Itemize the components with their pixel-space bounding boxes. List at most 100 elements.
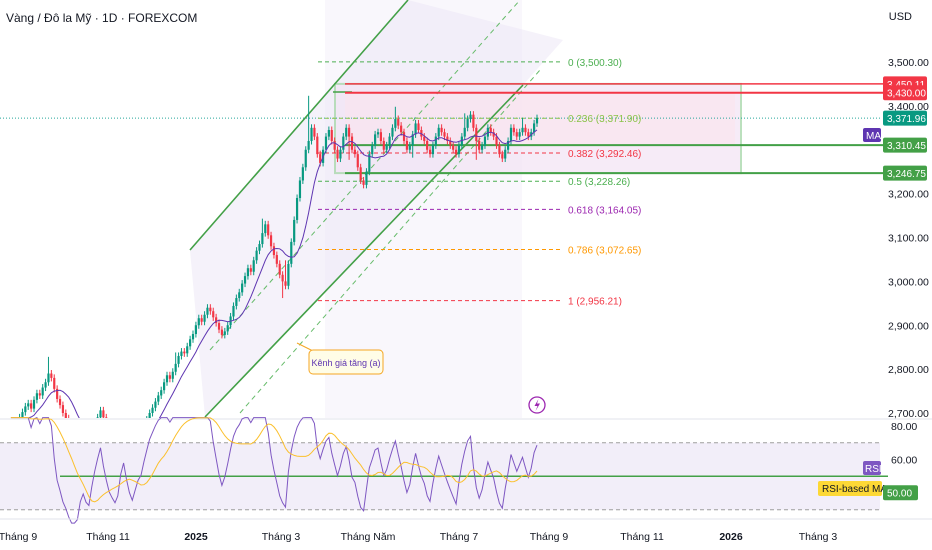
candle-body bbox=[238, 292, 241, 299]
candle-body bbox=[521, 127, 524, 133]
candle-body bbox=[423, 136, 426, 141]
channel-mid-dash bbox=[209, 0, 521, 351]
candle-body bbox=[307, 140, 310, 150]
time-tick-label: Tháng 9 bbox=[0, 531, 37, 543]
price-axis: 3,500.00 3,400.00 3,200.00 3,100.00 3,000.00… bbox=[863, 57, 929, 420]
candle-body bbox=[125, 422, 127, 429]
candle-body bbox=[16, 423, 18, 426]
candle-body bbox=[217, 323, 221, 330]
candle-body bbox=[454, 149, 458, 155]
candle-body bbox=[91, 431, 93, 438]
price-tick-label: 3,000.00 bbox=[888, 276, 929, 288]
candle-body bbox=[310, 127, 313, 141]
candle-body bbox=[226, 325, 229, 332]
candle-body bbox=[449, 140, 452, 146]
candle-body bbox=[394, 119, 397, 128]
candle-body bbox=[154, 401, 157, 408]
candle-body bbox=[206, 307, 209, 315]
candle-body bbox=[27, 403, 30, 407]
candle-body bbox=[171, 371, 174, 379]
annotation-label: Kênh giá tăng (a) bbox=[311, 358, 380, 368]
candle-body bbox=[281, 274, 284, 282]
candle-body bbox=[203, 314, 206, 322]
candle-body bbox=[293, 219, 296, 242]
candle-body bbox=[194, 325, 197, 335]
candle-body bbox=[232, 305, 235, 317]
symbol-title: Vàng / Đô la Mỹ · 1D · FOREXCOM bbox=[6, 11, 198, 25]
price-tick-label: 2,800.00 bbox=[888, 364, 929, 376]
time-tick-label: Tháng 3 bbox=[262, 531, 301, 543]
candle-body bbox=[140, 431, 142, 433]
candle-body bbox=[518, 132, 521, 137]
candle-body bbox=[220, 329, 224, 335]
channel-lower-dash bbox=[239, 69, 541, 414]
rsi-tick-label: 80.00 bbox=[891, 421, 917, 433]
candle-body bbox=[466, 119, 469, 128]
candle-body bbox=[359, 167, 362, 181]
fib-level-label: 0.382 (3,292.46) bbox=[568, 149, 641, 160]
fib-level-label: 0.236 (3,371.90) bbox=[568, 114, 641, 125]
candle-body bbox=[400, 125, 403, 133]
rsi-ma-line bbox=[10, 417, 538, 503]
candle-body bbox=[313, 127, 316, 137]
fib-level-label: 0 (3,500.30) bbox=[568, 58, 622, 69]
candle-body bbox=[489, 127, 492, 133]
candle-body bbox=[177, 355, 180, 364]
candle-body bbox=[478, 140, 481, 150]
candle-body bbox=[123, 422, 125, 427]
candle-body bbox=[402, 132, 406, 141]
candle-body bbox=[186, 346, 189, 354]
candle-body bbox=[316, 136, 319, 155]
candle-body bbox=[79, 433, 81, 440]
candle-body bbox=[128, 428, 130, 435]
time-tick-label: 2026 bbox=[719, 531, 743, 543]
time-tick-label: Tháng 11 bbox=[620, 531, 664, 543]
candle-body bbox=[64, 413, 67, 418]
candle-body bbox=[61, 405, 65, 413]
candle-body bbox=[162, 382, 166, 391]
fib-level-label: 0.5 (3,228.26) bbox=[568, 177, 630, 188]
candle-body bbox=[50, 373, 53, 378]
candle-body bbox=[38, 393, 41, 396]
candle-body bbox=[212, 311, 215, 318]
candle-body bbox=[290, 241, 293, 264]
candle-body bbox=[96, 417, 99, 418]
candle-body bbox=[333, 140, 336, 150]
candle-body bbox=[434, 136, 437, 146]
candle-body bbox=[70, 426, 72, 436]
candle-body bbox=[376, 132, 380, 135]
candle-body bbox=[457, 145, 461, 155]
candle-body bbox=[295, 198, 299, 220]
channel-upper-line bbox=[189, 0, 409, 251]
price-badge bbox=[883, 110, 927, 126]
rsi-ma-tag-label: RSI-based MA bbox=[822, 484, 887, 495]
price-tick-label: 3,200.00 bbox=[888, 189, 929, 201]
candle-body bbox=[246, 268, 250, 277]
candle-body bbox=[272, 246, 276, 256]
fib-level-label: 0.618 (3,164.05) bbox=[568, 205, 641, 216]
candle-body bbox=[117, 435, 119, 437]
price-badge bbox=[883, 85, 927, 101]
candle-body bbox=[94, 424, 96, 431]
candle-body bbox=[180, 351, 183, 356]
candle-body bbox=[414, 123, 417, 135]
rsi-level-badge bbox=[883, 485, 918, 501]
candle-body bbox=[388, 136, 391, 146]
candle-body bbox=[391, 127, 394, 137]
price-badge-label: 3,371.96 bbox=[887, 114, 926, 125]
time-tick-label: 2025 bbox=[184, 531, 208, 543]
candle-body bbox=[183, 351, 186, 354]
candle-body bbox=[287, 263, 290, 286]
candle-body bbox=[278, 263, 281, 275]
candles bbox=[13, 95, 539, 440]
candle-body bbox=[235, 298, 238, 306]
candle-body bbox=[269, 235, 273, 247]
candle-body bbox=[463, 127, 466, 137]
candle-body bbox=[56, 388, 59, 399]
candle-body bbox=[426, 140, 429, 150]
candle-body bbox=[13, 423, 15, 427]
time-axis: Tháng 9 Tháng 11 2025 Tháng 3 Tháng Năm Tháng… bbox=[0, 518, 932, 543]
candle-body bbox=[498, 145, 501, 155]
